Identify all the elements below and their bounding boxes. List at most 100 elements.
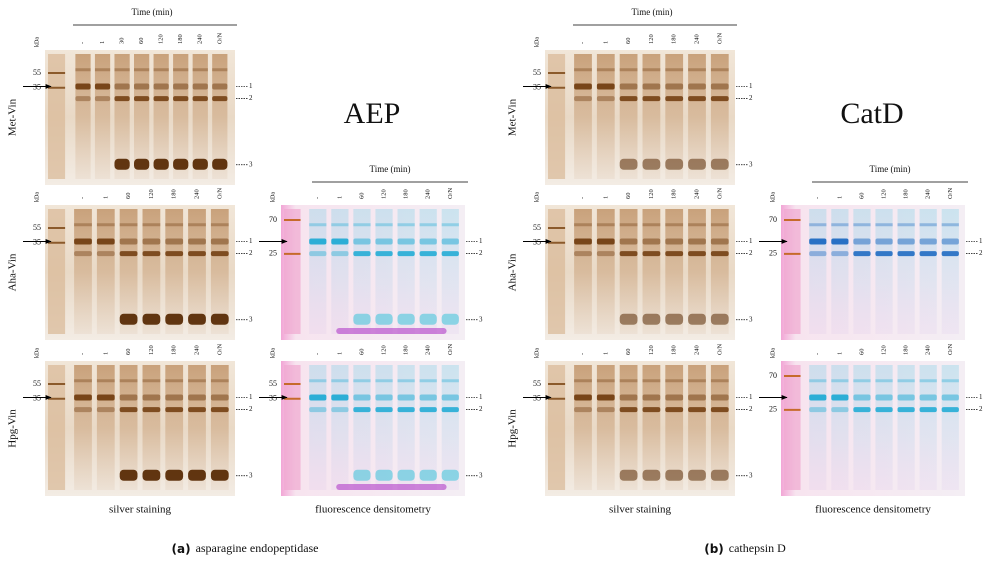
ladder-lane	[48, 365, 66, 490]
lane	[853, 209, 871, 334]
band	[688, 394, 706, 401]
band	[688, 158, 706, 170]
band	[596, 394, 615, 401]
lane-label: 120	[148, 189, 155, 199]
band	[96, 251, 115, 257]
band	[574, 407, 592, 413]
marker-label: 35	[33, 83, 41, 92]
band	[210, 313, 229, 325]
band	[596, 68, 615, 72]
band	[619, 394, 638, 401]
band	[375, 379, 393, 383]
band	[831, 251, 849, 257]
band	[142, 238, 161, 245]
lane-label: O/N	[947, 344, 954, 356]
band	[642, 379, 661, 383]
marker-label: 35	[533, 83, 541, 92]
band	[309, 238, 327, 245]
lane-label: -	[579, 197, 586, 199]
band	[188, 313, 206, 325]
lane-label: 120	[381, 189, 388, 199]
band	[688, 68, 706, 72]
band	[173, 83, 189, 90]
band	[74, 407, 92, 413]
band	[119, 394, 138, 401]
band	[188, 223, 206, 227]
lane	[94, 54, 111, 179]
lane	[831, 365, 849, 490]
band	[809, 251, 827, 257]
band-label: 2	[749, 94, 753, 102]
lane-label: -	[814, 353, 821, 355]
band	[419, 238, 437, 245]
band-label: 2	[979, 405, 983, 413]
band	[419, 379, 437, 383]
band	[619, 407, 638, 413]
dye-front	[336, 328, 447, 334]
band	[574, 238, 592, 245]
band	[188, 469, 206, 481]
band	[831, 223, 849, 227]
band	[642, 83, 661, 90]
band	[441, 223, 459, 227]
band-label: 2	[979, 249, 983, 257]
band	[941, 251, 959, 257]
band	[596, 379, 615, 383]
band	[941, 238, 959, 245]
band	[75, 68, 91, 72]
unit-label: kDa	[34, 348, 40, 358]
marker-label: 70	[269, 215, 277, 224]
marker-label: 35	[533, 394, 541, 403]
time-title: Time (min)	[370, 164, 411, 174]
band	[665, 251, 684, 257]
lane-label: 60	[858, 193, 865, 200]
unit-label: kDa	[770, 348, 776, 358]
lane-label: 240	[425, 189, 432, 199]
band-label: 2	[749, 405, 753, 413]
band	[134, 158, 150, 170]
band-label: 3	[249, 315, 253, 323]
marker-label: 35	[533, 238, 541, 247]
band-label: 1	[479, 237, 483, 245]
band	[919, 379, 937, 383]
lane	[875, 209, 893, 334]
band	[710, 313, 729, 325]
band	[665, 394, 684, 401]
band	[642, 251, 661, 257]
band	[596, 83, 615, 90]
band	[853, 379, 871, 383]
lane-label: 240	[693, 345, 700, 355]
ladder-lane	[48, 209, 66, 334]
band	[642, 158, 661, 170]
band	[331, 223, 349, 227]
band	[441, 251, 459, 257]
silver-gel	[45, 361, 235, 496]
lane-label: 240	[193, 345, 200, 355]
band	[210, 407, 229, 413]
enzyme-label: CatD	[840, 97, 903, 130]
lane-label: 120	[158, 34, 165, 44]
caption-tag: (a)	[171, 542, 190, 556]
band	[353, 238, 371, 245]
silver-gel	[545, 361, 735, 496]
band	[94, 68, 111, 72]
marker-label: 35	[33, 394, 41, 403]
lane	[596, 209, 615, 334]
band	[919, 407, 937, 413]
band	[619, 469, 638, 481]
footer-label: fluorescence densitometry	[315, 504, 431, 516]
band	[642, 407, 661, 413]
band	[809, 238, 827, 245]
lane-label: 180	[177, 34, 184, 44]
band	[809, 379, 827, 383]
band	[574, 223, 592, 227]
band-label: 2	[479, 405, 483, 413]
band	[665, 68, 684, 72]
band	[192, 158, 208, 170]
band-label: 3	[749, 315, 753, 323]
marker-label: 55	[33, 223, 41, 232]
band	[441, 313, 459, 325]
band	[619, 379, 638, 383]
band	[897, 379, 915, 383]
